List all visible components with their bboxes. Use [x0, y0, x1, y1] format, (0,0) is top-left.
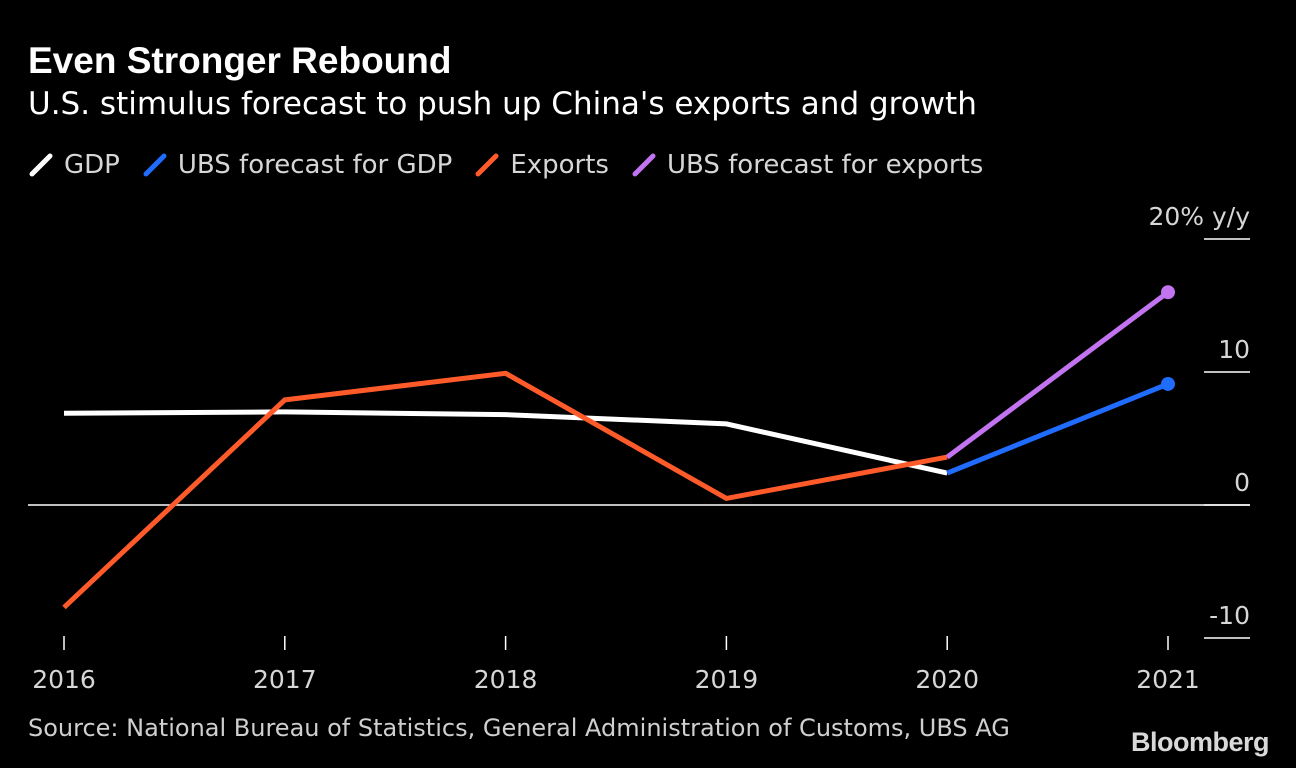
- x-tick-label: 2016: [32, 665, 96, 694]
- legend-label-ubs-exports: UBS forecast for exports: [666, 150, 984, 180]
- bloomberg-logo: Bloomberg: [1130, 727, 1270, 757]
- legend: GDP UBS forecast for GDP Exports UBS for…: [28, 150, 1005, 180]
- legend-item-ubs-exports: UBS forecast for exports: [631, 150, 983, 180]
- legend-swatch-ubs-gdp: [143, 153, 167, 177]
- legend-item-exports: Exports: [474, 150, 609, 180]
- y-tick-label: 20% y/y: [1148, 202, 1250, 231]
- series-line-0: [63, 409, 948, 476]
- legend-swatch-gdp: [29, 153, 53, 177]
- series-line-1: [946, 381, 1169, 476]
- y-tick-label: 10: [1218, 335, 1250, 364]
- series-line-2: [62, 370, 948, 610]
- legend-label-ubs-gdp: UBS forecast for GDP: [177, 150, 453, 180]
- y-tick-label: -10: [1209, 601, 1250, 630]
- x-tick-label: 2020: [915, 665, 979, 694]
- y-tick-label: 0: [1234, 468, 1250, 497]
- chart-title: Even Stronger Rebound: [28, 40, 452, 81]
- legend-label-exports: Exports: [510, 150, 609, 180]
- legend-item-ubs-gdp: UBS forecast for GDP: [142, 150, 452, 180]
- chart-subtitle: U.S. stimulus forecast to push up China'…: [28, 86, 977, 122]
- series-end-marker-1: [1161, 376, 1175, 391]
- legend-item-gdp: GDP: [28, 150, 120, 180]
- legend-swatch-exports: [475, 153, 499, 177]
- x-tick-label: 2018: [474, 665, 538, 694]
- series-end-marker-3: [1161, 285, 1175, 300]
- series-line-3: [945, 290, 1170, 460]
- legend-label-gdp: GDP: [64, 150, 120, 180]
- legend-swatch-ubs-exports: [632, 153, 656, 177]
- source-note: Source: National Bureau of Statistics, G…: [28, 714, 1010, 742]
- x-tick-label: 2021: [1136, 665, 1200, 694]
- x-tick-label: 2019: [695, 665, 759, 694]
- x-tick-label: 2017: [253, 665, 317, 694]
